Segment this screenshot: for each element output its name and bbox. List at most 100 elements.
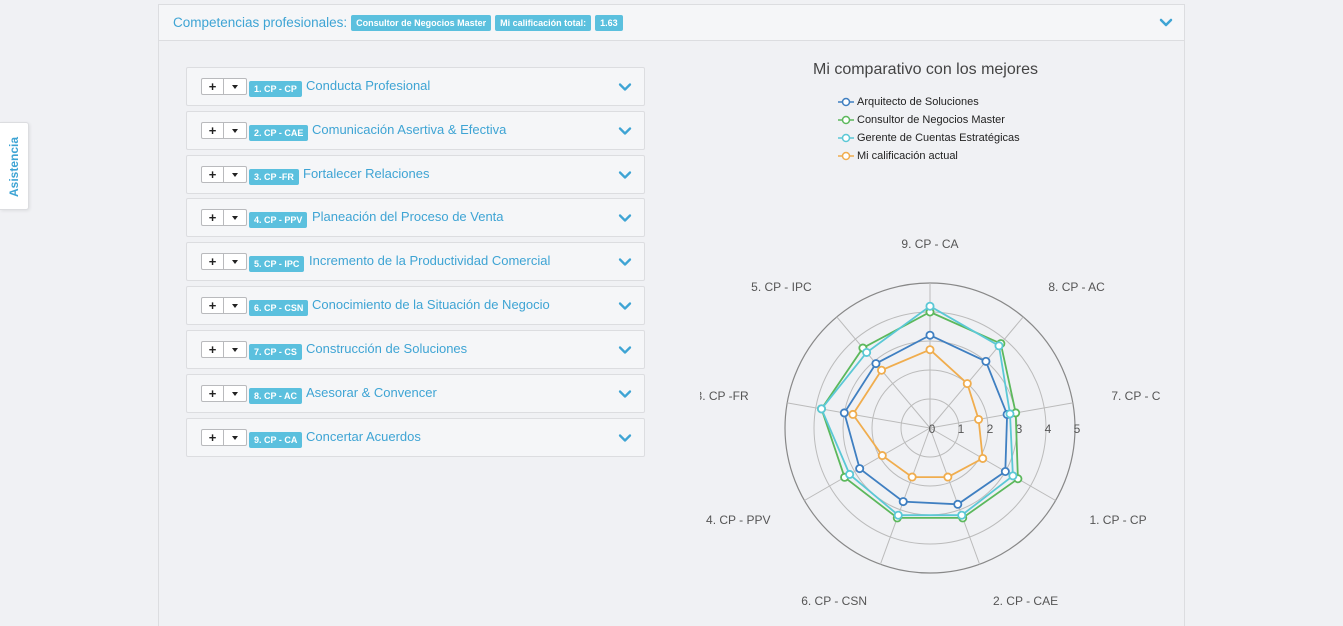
competency-title[interactable]: Construcción de Soluciones — [306, 341, 468, 356]
competency-item[interactable]: +4. CP - PPV Planeación del Proceso de Ve… — [186, 198, 645, 237]
legend-item[interactable]: Arquitecto de Soluciones — [838, 93, 1020, 111]
chevron-down-icon[interactable] — [618, 255, 632, 269]
competency-code: 8. CP - AC — [249, 386, 303, 404]
chevron-down-icon[interactable] — [618, 211, 632, 225]
series-line — [820, 305, 1014, 517]
data-point — [994, 341, 1004, 351]
competency-code: 6. CP - CSN — [249, 298, 309, 316]
competency-title[interactable]: Incremento de la Productividad Comercial — [309, 253, 551, 268]
role-badge: Consultor de Negocios Master — [351, 14, 492, 31]
competency-item[interactable]: +6. CP - CSN Conocimiento de la Situación… — [186, 286, 645, 325]
grid-spoke — [929, 402, 1073, 429]
competency-item[interactable]: +2. CP - CAE Comunicación Asertiva & Efec… — [186, 111, 645, 150]
side-tab-label: Asistencia — [7, 136, 21, 198]
competency-code: 7. CP - CS — [249, 342, 302, 360]
legend-item[interactable]: Gerente de Cuentas Estratégicas — [838, 129, 1020, 147]
dropdown-toggle-button[interactable] — [224, 429, 247, 446]
competency-item[interactable]: +1. CP - CP Conducta Profesional — [186, 67, 645, 106]
code-badge: 1. CP - CP — [249, 81, 302, 97]
dropdown-toggle-button[interactable] — [224, 297, 247, 314]
data-point — [1008, 471, 1018, 481]
category-label: 9. CP - CA — [901, 237, 958, 251]
score-value-badge: 1.63 — [595, 14, 623, 31]
add-button[interactable]: + — [201, 122, 224, 139]
legend-item[interactable]: Mi calificación actual — [838, 147, 1020, 165]
competency-title[interactable]: Concertar Acuerdos — [306, 429, 421, 444]
caret-down-icon — [232, 215, 238, 220]
category-label: 3. CP -FR — [700, 389, 749, 403]
competency-item[interactable]: +7. CP - CS Construcción de Soluciones — [186, 330, 645, 369]
dropdown-toggle-button[interactable] — [224, 253, 247, 270]
grid-spoke — [929, 427, 1056, 501]
chevron-down-icon[interactable] — [618, 124, 632, 138]
add-button[interactable]: + — [201, 209, 224, 226]
legend-label: Mi calificación actual — [857, 150, 958, 162]
series-line — [843, 334, 1009, 506]
grid-spoke — [929, 427, 981, 565]
data-point — [957, 510, 967, 520]
chevron-down-icon[interactable] — [618, 343, 632, 357]
add-button[interactable]: + — [201, 253, 224, 270]
grid-spoke — [879, 427, 931, 565]
category-label: 5. CP - IPC — [751, 280, 812, 294]
dropdown-toggle-button[interactable] — [224, 385, 247, 402]
axis-tick-label: 0 — [929, 422, 936, 436]
add-button[interactable]: + — [201, 297, 224, 314]
data-point — [893, 510, 903, 520]
legend-marker-icon — [838, 115, 854, 125]
panel-header[interactable]: Competencias profesionales: Consultor de… — [159, 5, 1184, 41]
data-point — [898, 497, 908, 507]
data-point — [974, 414, 984, 424]
data-point — [862, 347, 872, 357]
add-button[interactable]: + — [201, 78, 224, 95]
axis-tick-label: 3 — [1016, 422, 1023, 436]
legend-label: Gerente de Cuentas Estratégicas — [857, 132, 1020, 144]
dropdown-toggle-button[interactable] — [224, 78, 247, 95]
add-button[interactable]: + — [201, 429, 224, 446]
data-point — [1005, 409, 1015, 419]
competency-title[interactable]: Planeación del Proceso de Venta — [312, 209, 504, 224]
chevron-down-icon[interactable] — [618, 168, 632, 182]
chevron-down-icon[interactable] — [618, 299, 632, 313]
competency-title[interactable]: Conocimiento de la Situación de Negocio — [312, 297, 550, 312]
add-button[interactable]: + — [201, 166, 224, 183]
competency-item[interactable]: +5. CP - IPC Incremento de la Productivid… — [186, 242, 645, 281]
grid-spoke — [929, 316, 1024, 429]
code-badge: 7. CP - CS — [249, 344, 302, 360]
legend-item[interactable]: Consultor de Negocios Master — [838, 111, 1020, 129]
score-label-badge: Mi calificación total: — [495, 14, 592, 31]
caret-down-icon — [232, 172, 238, 177]
data-point — [925, 330, 935, 340]
category-label: 2. CP - CAE — [993, 594, 1058, 608]
competency-title[interactable]: Asesorar & Convencer — [306, 385, 437, 400]
dropdown-toggle-button[interactable] — [224, 122, 247, 139]
chevron-down-icon[interactable] — [618, 80, 632, 94]
competency-item[interactable]: +8. CP - AC Asesorar & Convencer — [186, 374, 645, 413]
chevron-down-icon[interactable] — [618, 387, 632, 401]
category-label: 1. CP - CP — [1089, 513, 1146, 527]
competency-item[interactable]: +3. CP -FR Fortalecer Relaciones — [186, 155, 645, 194]
chart-title: Mi comparativo con los mejores — [813, 61, 1038, 78]
add-button[interactable]: + — [201, 341, 224, 358]
competency-title[interactable]: Comunicación Asertiva & Efectiva — [312, 122, 507, 137]
data-point — [981, 356, 991, 366]
chevron-down-icon[interactable] — [1158, 15, 1174, 31]
competency-title[interactable]: Fortalecer Relaciones — [303, 166, 430, 181]
action-button-group: + — [201, 429, 247, 446]
caret-down-icon — [232, 259, 238, 264]
asistencia-side-tab[interactable]: Asistencia — [0, 122, 29, 210]
action-button-group: + — [201, 166, 247, 183]
chevron-down-icon[interactable] — [618, 431, 632, 445]
legend-marker-icon — [838, 151, 854, 161]
competency-title[interactable]: Conducta Profesional — [306, 78, 431, 93]
data-point — [925, 345, 935, 355]
dropdown-toggle-button[interactable] — [224, 166, 247, 183]
caret-down-icon — [232, 435, 238, 440]
competency-code: 2. CP - CAE — [249, 123, 309, 141]
panel-title: Competencias profesionales: — [173, 15, 348, 30]
data-point — [962, 379, 972, 389]
competency-item[interactable]: +9. CP - CA Concertar Acuerdos — [186, 418, 645, 457]
add-button[interactable]: + — [201, 385, 224, 402]
dropdown-toggle-button[interactable] — [224, 209, 247, 226]
dropdown-toggle-button[interactable] — [224, 341, 247, 358]
